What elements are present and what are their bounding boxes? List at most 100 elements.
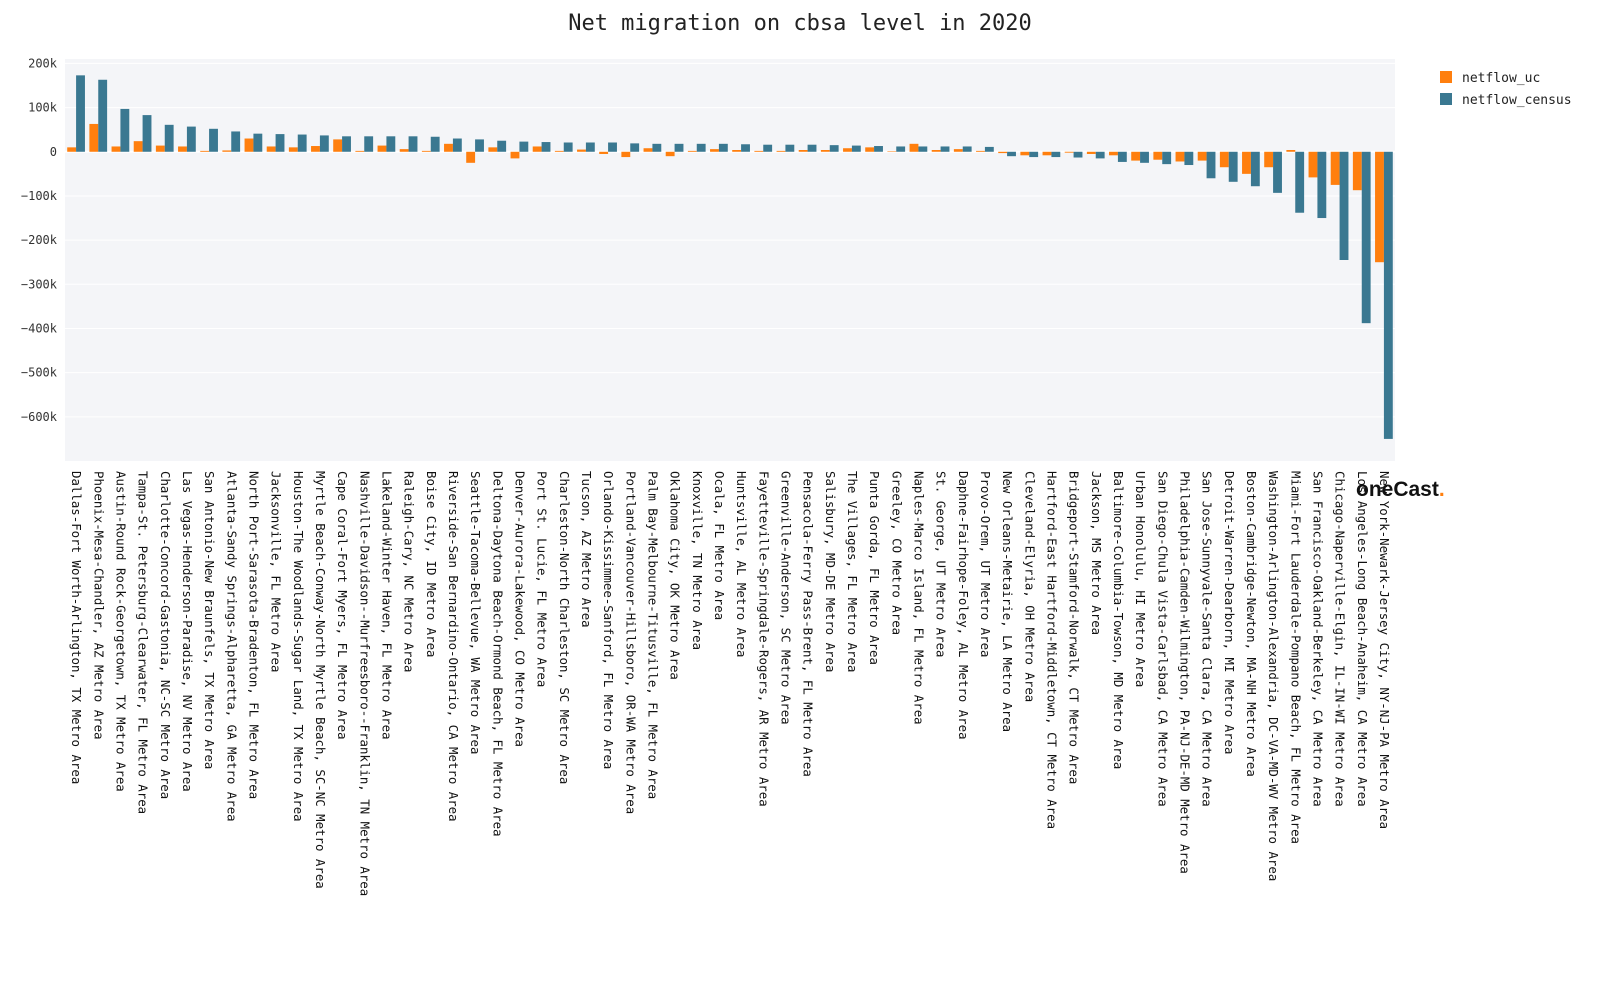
bar-netflow-uc[interactable] xyxy=(798,150,808,152)
bar-netflow-census[interactable] xyxy=(98,79,108,152)
bar-netflow-census[interactable] xyxy=(541,142,551,152)
bar-netflow-uc[interactable] xyxy=(266,146,276,152)
bar-netflow-uc[interactable] xyxy=(865,147,875,152)
bar-netflow-census[interactable] xyxy=(785,144,795,152)
bar-netflow-census[interactable] xyxy=(763,144,773,152)
bar-netflow-census[interactable] xyxy=(585,142,595,152)
bar-netflow-uc[interactable] xyxy=(1042,151,1052,156)
bar-netflow-uc[interactable] xyxy=(1352,151,1362,191)
bar-netflow-census[interactable] xyxy=(851,145,861,152)
bar-netflow-uc[interactable] xyxy=(1242,151,1251,174)
bar-netflow-uc[interactable] xyxy=(466,151,476,163)
bar-netflow-uc[interactable] xyxy=(532,146,542,152)
bar-netflow-census[interactable] xyxy=(1361,151,1371,324)
bar-netflow-census[interactable] xyxy=(364,136,374,152)
bar-netflow-uc[interactable] xyxy=(444,143,453,152)
bar-netflow-uc[interactable] xyxy=(222,150,232,152)
bar-netflow-census[interactable] xyxy=(1095,151,1105,159)
bar-netflow-census[interactable] xyxy=(120,108,130,152)
bar-netflow-census[interactable] xyxy=(741,144,750,152)
bar-netflow-uc[interactable] xyxy=(1286,150,1296,152)
legend-item-netflow-uc[interactable]: netflow_uc xyxy=(1440,71,1540,86)
bar-netflow-uc[interactable] xyxy=(89,123,99,152)
bar-netflow-census[interactable] xyxy=(297,134,307,152)
bar-netflow-census[interactable] xyxy=(1117,151,1127,162)
bar-netflow-uc[interactable] xyxy=(1086,151,1096,154)
bar-netflow-census[interactable] xyxy=(984,146,994,152)
bar-netflow-uc[interactable] xyxy=(621,151,631,158)
bar-netflow-uc[interactable] xyxy=(67,147,77,152)
bar-netflow-uc[interactable] xyxy=(244,138,254,152)
bar-netflow-census[interactable] xyxy=(674,143,684,152)
bar-netflow-uc[interactable] xyxy=(1175,151,1185,162)
bar-netflow-census[interactable] xyxy=(563,142,573,152)
bar-netflow-census[interactable] xyxy=(1250,151,1260,187)
bar-netflow-census[interactable] xyxy=(807,144,817,152)
bar-netflow-census[interactable] xyxy=(1317,151,1327,219)
bar-netflow-uc[interactable] xyxy=(887,151,897,152)
bar-netflow-census[interactable] xyxy=(319,135,329,152)
bar-netflow-uc[interactable] xyxy=(288,147,298,152)
bar-netflow-census[interactable] xyxy=(275,134,285,152)
bar-netflow-census[interactable] xyxy=(1073,151,1083,158)
bar-netflow-uc[interactable] xyxy=(1020,151,1030,156)
bar-netflow-census[interactable] xyxy=(475,139,484,152)
bar-netflow-census[interactable] xyxy=(1029,151,1039,158)
bar-netflow-uc[interactable] xyxy=(1064,151,1074,153)
bar-netflow-uc[interactable] xyxy=(399,149,409,152)
bar-netflow-uc[interactable] xyxy=(577,149,586,152)
bar-netflow-uc[interactable] xyxy=(820,150,830,152)
bar-netflow-census[interactable] xyxy=(408,136,418,152)
bar-netflow-census[interactable] xyxy=(1273,151,1282,193)
bar-netflow-census[interactable] xyxy=(718,143,728,152)
bar-netflow-census[interactable] xyxy=(430,136,440,152)
bar-netflow-uc[interactable] xyxy=(1131,151,1141,161)
bar-netflow-uc[interactable] xyxy=(909,143,919,152)
bar-netflow-uc[interactable] xyxy=(754,150,764,152)
bar-netflow-census[interactable] xyxy=(962,146,972,152)
bar-netflow-uc[interactable] xyxy=(111,146,121,152)
bar-netflow-uc[interactable] xyxy=(976,150,985,152)
bar-netflow-uc[interactable] xyxy=(687,150,697,152)
bar-netflow-uc[interactable] xyxy=(178,146,187,152)
bar-netflow-census[interactable] xyxy=(253,133,263,152)
bar-netflow-census[interactable] xyxy=(652,143,662,152)
bar-netflow-uc[interactable] xyxy=(665,151,675,157)
bar-netflow-uc[interactable] xyxy=(1264,151,1274,168)
bar-netflow-uc[interactable] xyxy=(1197,151,1207,161)
bar-netflow-uc[interactable] xyxy=(1153,151,1163,160)
legend[interactable]: netflow_uc netflow_census xyxy=(1440,71,1572,108)
bar-netflow-census[interactable] xyxy=(1162,151,1172,165)
bar-netflow-census[interactable] xyxy=(519,141,529,152)
bar-netflow-uc[interactable] xyxy=(333,139,343,152)
bar-netflow-census[interactable] xyxy=(1295,151,1305,213)
bar-netflow-uc[interactable] xyxy=(377,145,387,152)
bar-netflow-uc[interactable] xyxy=(1375,151,1384,263)
bar-netflow-uc[interactable] xyxy=(732,150,742,152)
bar-netflow-uc[interactable] xyxy=(510,151,520,159)
bar-netflow-census[interactable] xyxy=(342,136,351,152)
bar-netflow-uc[interactable] xyxy=(931,150,941,152)
bar-netflow-uc[interactable] xyxy=(776,150,786,152)
bar-netflow-uc[interactable] xyxy=(155,145,165,152)
bar-netflow-census[interactable] xyxy=(452,138,462,152)
bar-netflow-census[interactable] xyxy=(874,146,883,152)
bar-netflow-census[interactable] xyxy=(1140,151,1149,163)
bar-netflow-census[interactable] xyxy=(1228,151,1238,182)
bar-netflow-uc[interactable] xyxy=(1109,151,1118,156)
bar-netflow-census[interactable] xyxy=(142,115,152,152)
bar-netflow-census[interactable] xyxy=(386,136,396,152)
bar-netflow-census[interactable] xyxy=(630,143,640,152)
bar-netflow-census[interactable] xyxy=(76,75,85,152)
bar-netflow-uc[interactable] xyxy=(998,151,1008,154)
bar-netflow-uc[interactable] xyxy=(311,146,320,152)
bar-netflow-census[interactable] xyxy=(829,145,839,152)
bar-netflow-uc[interactable] xyxy=(488,147,498,152)
bar-netflow-uc[interactable] xyxy=(1219,151,1229,168)
bar-netflow-uc[interactable] xyxy=(133,141,143,152)
bar-netflow-uc[interactable] xyxy=(643,148,653,152)
bar-netflow-census[interactable] xyxy=(918,146,928,152)
bar-netflow-census[interactable] xyxy=(497,140,507,152)
bar-netflow-census[interactable] xyxy=(1339,151,1349,260)
bar-netflow-census[interactable] xyxy=(896,146,906,152)
